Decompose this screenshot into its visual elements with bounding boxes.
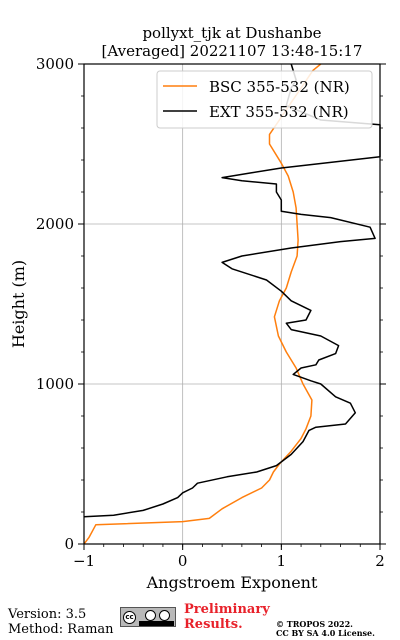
legend: BSC 355-532 (NR) EXT 355-532 (NR) [156, 70, 373, 129]
x-tick-label: 2 [375, 552, 385, 570]
y-tick-label: 0 [64, 535, 74, 553]
plot-frame [83, 63, 381, 545]
cc-strip [139, 621, 174, 626]
x-tick-label: −1 [73, 552, 95, 570]
grid [83, 63, 381, 545]
chart-title: pollyxt_tjk at Dushanbe [142, 24, 321, 42]
series-layer [83, 63, 381, 545]
y-tick-label: 1000 [36, 375, 74, 393]
cc-by-icon [145, 610, 156, 621]
x-tick-label: 0 [178, 552, 188, 570]
creative-commons-icon: cc [120, 607, 176, 627]
y-tick-label: 3000 [36, 55, 74, 73]
method-text: Method: Raman [8, 622, 114, 637]
preliminary-line1: Preliminary [184, 602, 270, 617]
preliminary-results: Preliminary Results. [184, 602, 270, 632]
preliminary-line2: Results. [184, 617, 243, 632]
license-line2: CC BY SA 4.0 License. [276, 628, 375, 638]
cc-sa-icon [159, 610, 170, 621]
legend-label-ext: EXT 355-532 (NR) [209, 103, 349, 121]
x-axis-label: Angstroem Exponent [146, 573, 318, 592]
series-line-ext [83, 63, 381, 518]
version-text: Version: 3.5 [8, 607, 87, 622]
x-tick-label: 1 [277, 552, 287, 570]
series-line-bsc [83, 63, 322, 545]
legend-label-bsc: BSC 355-532 (NR) [209, 78, 350, 96]
license-text: © TROPOS 2022. CC BY SA 4.0 License. [276, 620, 375, 638]
legend-box [156, 70, 373, 129]
y-tick-label: 2000 [36, 215, 74, 233]
y-axis-label: Height (m) [9, 260, 28, 348]
chart-subtitle: [Averaged] 20221107 13:48-15:17 [102, 42, 363, 60]
license-line1: © TROPOS 2022. [276, 619, 353, 629]
chart: pollyxt_tjk at Dushanbe [Averaged] 20221… [9, 24, 386, 592]
cc-logo-icon: cc [123, 611, 136, 624]
